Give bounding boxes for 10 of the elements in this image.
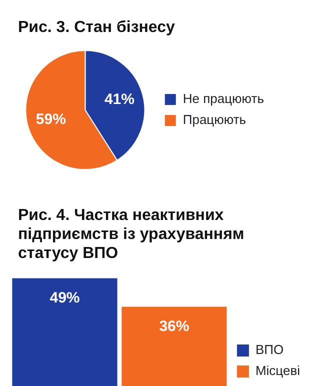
chart-title: Рис. 4. Частка неактивних підприємств із урахуванням статусу ВПО (18, 206, 246, 263)
legend-label: ВПО (255, 342, 284, 358)
chart-title: Рис. 3. Стан бізнесу (18, 18, 176, 37)
legend-label: Не працюють (182, 91, 264, 106)
data-label: 59% (36, 111, 66, 128)
legend-label: Працюють (182, 112, 246, 128)
data-label: 49% (50, 289, 80, 306)
legend-label: Місцеві (255, 363, 300, 378)
data-label: 41% (104, 91, 134, 108)
data-label: 36% (159, 318, 190, 335)
